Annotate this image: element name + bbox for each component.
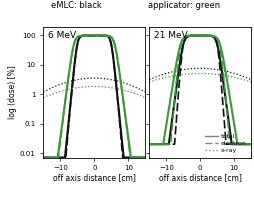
Text: 6 MeV: 6 MeV — [48, 31, 76, 40]
Text: eMLC: black: eMLC: black — [51, 1, 102, 10]
Text: applicator: green: applicator: green — [147, 1, 219, 10]
Y-axis label: log (dose) [%]: log (dose) [%] — [8, 65, 17, 119]
X-axis label: off axis distance [cm]: off axis distance [cm] — [53, 173, 135, 182]
Legend: total, electron, x-ray: total, electron, x-ray — [203, 133, 247, 154]
Text: 21 MeV: 21 MeV — [154, 31, 187, 40]
X-axis label: off axis distance [cm]: off axis distance [cm] — [158, 173, 241, 182]
